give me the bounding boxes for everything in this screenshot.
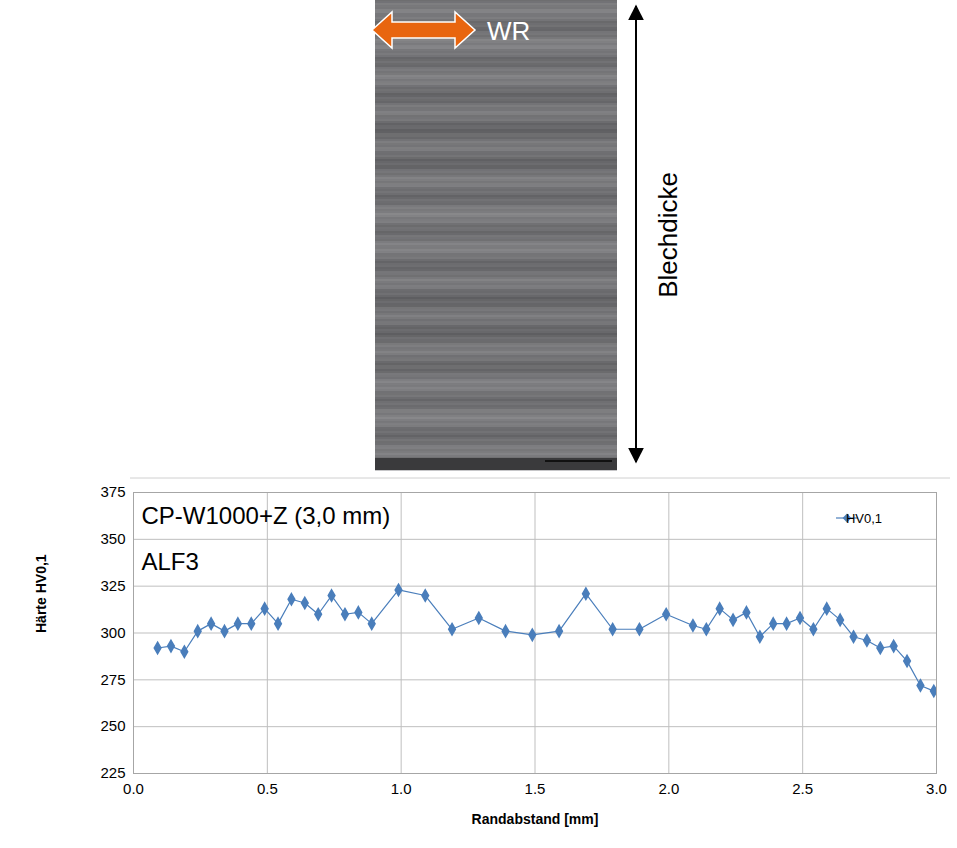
svg-text:2.5: 2.5	[792, 780, 813, 797]
svg-text:375: 375	[100, 483, 125, 500]
svg-text:1.5: 1.5	[525, 780, 546, 797]
svg-text:350: 350	[100, 530, 125, 547]
svg-text:300: 300	[100, 624, 125, 641]
svg-text:CP-W1000+Z (3,0 mm): CP-W1000+Z (3,0 mm)	[142, 502, 391, 529]
svg-text:HV0,1: HV0,1	[846, 511, 882, 526]
svg-text:WR: WR	[487, 16, 530, 46]
svg-text:250: 250	[100, 717, 125, 734]
svg-text:225: 225	[100, 764, 125, 781]
svg-text:0.0: 0.0	[123, 780, 144, 797]
svg-text:2.0: 2.0	[658, 780, 679, 797]
svg-text:325: 325	[100, 577, 125, 594]
svg-text:275: 275	[100, 671, 125, 688]
svg-text:1.0: 1.0	[391, 780, 412, 797]
svg-text:0.5: 0.5	[257, 780, 278, 797]
svg-text:ALF3: ALF3	[142, 548, 199, 575]
svg-text:Blechdicke: Blechdicke	[653, 172, 683, 298]
svg-text:Randabstand [mm]: Randabstand [mm]	[472, 811, 599, 827]
svg-text:Härte HV0,1: Härte HV0,1	[33, 554, 49, 633]
svg-text:3.0: 3.0	[926, 780, 947, 797]
